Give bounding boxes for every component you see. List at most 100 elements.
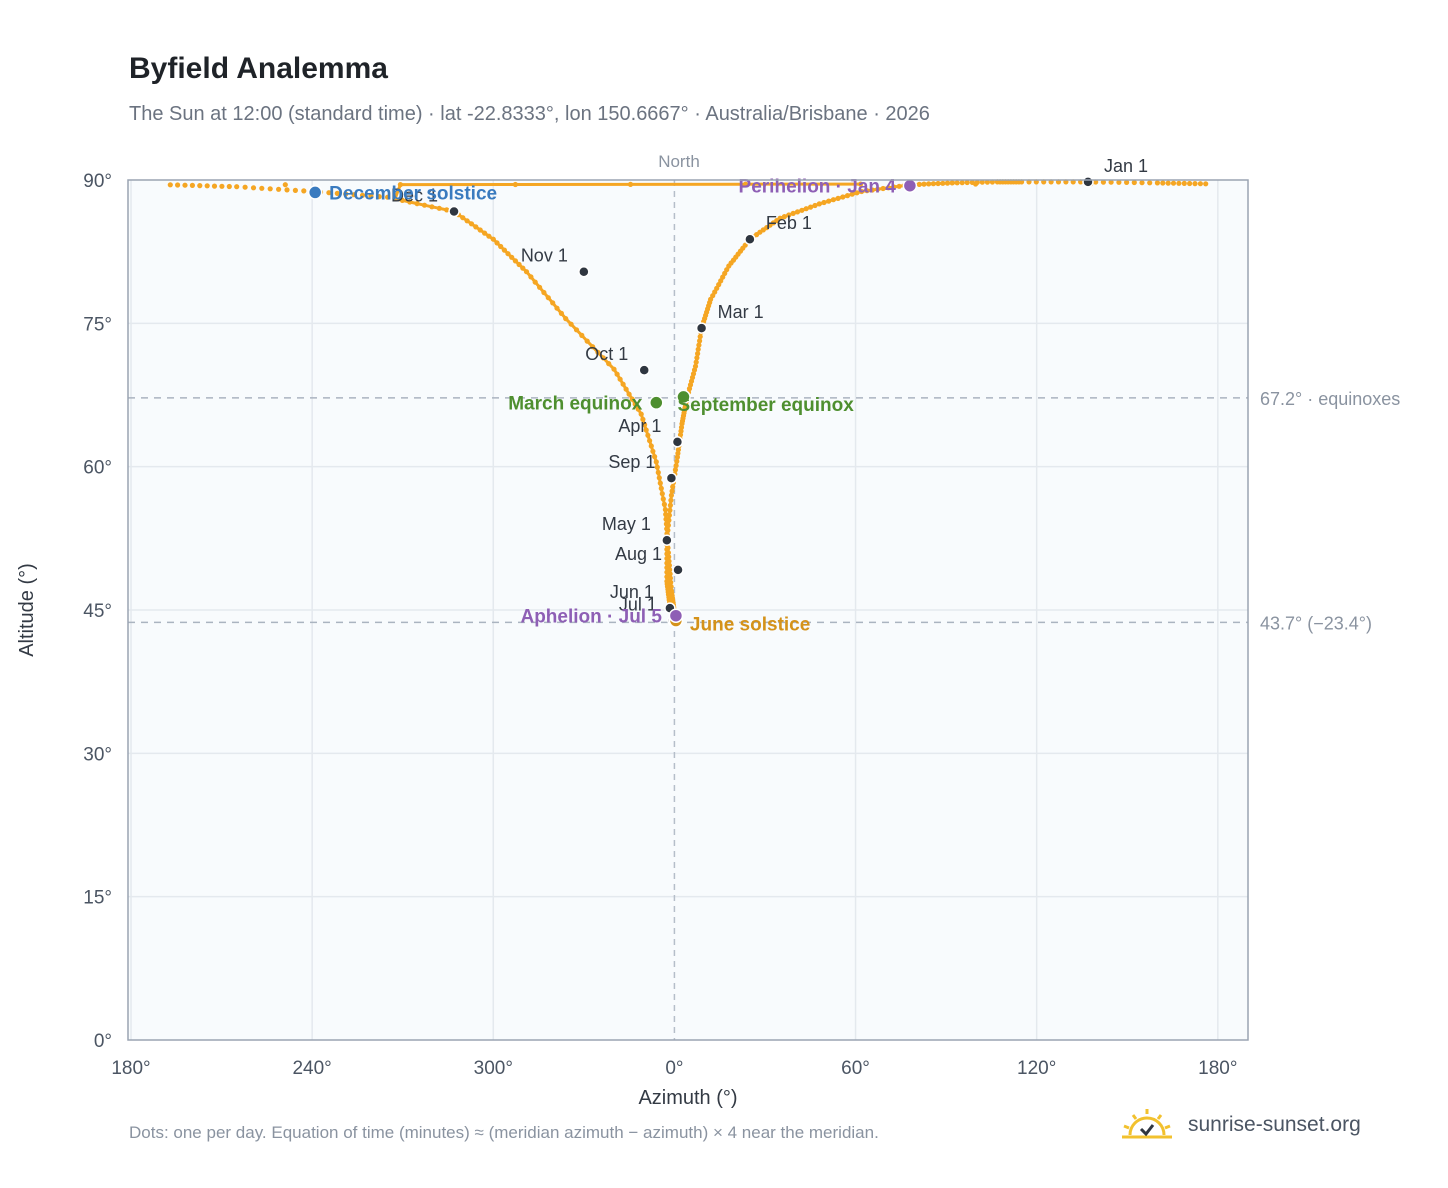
daily-sun-dot: [284, 187, 290, 193]
month-label: Dec 1: [391, 186, 438, 206]
grid-lines: [128, 180, 1248, 1040]
daily-sun-dot: [1187, 180, 1193, 187]
daily-sun-dot: [385, 194, 391, 200]
daily-sun-dot: [250, 185, 257, 191]
y-tick-label: 60°: [83, 458, 112, 479]
daily-sun-dot: [1160, 180, 1166, 186]
reference-label: 43.7° (−23.4°): [1260, 613, 1372, 633]
month-marker: [578, 265, 590, 278]
daily-sun-dot: [267, 186, 273, 192]
y-tick-label: 90°: [83, 171, 112, 192]
month-marker: [744, 233, 756, 245]
daily-sun-dot: [1192, 181, 1198, 187]
daily-sun-dot: [1154, 180, 1160, 186]
event-markers: December solstice June solstice March equi…: [307, 177, 918, 636]
daily-sun-dot: [969, 179, 975, 185]
month-label: Jun 1: [610, 582, 654, 602]
daily-sun-dot: [368, 193, 374, 199]
x-tick-label: 120°: [1017, 1058, 1056, 1079]
month-marker: [1082, 176, 1094, 188]
daily-sun-dot: [292, 187, 298, 193]
chart-title: Byfield Analemma: [129, 52, 388, 85]
daily-sun-dot: [959, 180, 965, 186]
y-tick-label: 75°: [83, 314, 112, 335]
month-marker: [638, 364, 650, 376]
event-label: March equinox: [508, 394, 643, 415]
daily-sun-dot: [1124, 179, 1130, 185]
daily-sun-dot: [979, 179, 985, 185]
north-label: North: [658, 152, 700, 171]
event-label: December solstice: [329, 183, 497, 204]
y-tick-label: 15°: [83, 888, 112, 909]
month-marker: [671, 436, 684, 448]
y-tick-label: 30°: [83, 744, 112, 765]
event-label: Perihelion · Jan 4: [739, 177, 897, 198]
daily-sun-dot: [197, 183, 203, 189]
month-label: Feb 1: [766, 213, 812, 233]
x-tick-label: 180°: [1198, 1058, 1237, 1079]
sun-logo-icon: [1122, 1109, 1172, 1139]
month-marker: [448, 205, 460, 218]
month-marker: [695, 322, 708, 334]
event-label: September equinox: [677, 395, 854, 416]
daily-sun-dot: [343, 191, 349, 197]
daily-sun-dot: [1181, 180, 1187, 186]
brand-logo[interactable]: sunrise-sunset.org: [1120, 1100, 1361, 1150]
y-tick-label: 45°: [83, 601, 112, 622]
daily-sun-dot: [1147, 180, 1153, 186]
daily-sun-dot: [242, 184, 248, 190]
month-marker: [672, 564, 684, 576]
reference-label: 67.2° · equinoxes: [1260, 389, 1400, 409]
daily-sun-dot: [1100, 179, 1106, 185]
brand-name: sunrise-sunset.org: [1188, 1113, 1361, 1136]
event-label: June solstice: [690, 615, 810, 636]
daily-sun-dot: [259, 185, 265, 191]
daily-sun-dot: [234, 184, 240, 190]
month-label: Aug 1: [615, 544, 662, 564]
daily-sun-dot: [359, 192, 366, 198]
y-axis-label: Altitude (°): [16, 563, 38, 657]
y-axis-ticks: 0° 15° 30° 45° 60° 75° 90°: [83, 171, 112, 1052]
x-tick-label: 300°: [474, 1058, 513, 1079]
month-label: May 1: [602, 514, 651, 534]
x-tick-label: 240°: [292, 1058, 331, 1079]
reference-lines: 67.2° · equinoxes 43.7° (−23.4°): [128, 389, 1400, 633]
month-label: Jul 1: [619, 595, 657, 615]
month-label: Nov 1: [521, 246, 568, 266]
daily-sun-dot: [204, 183, 210, 189]
month-label: Apr 1: [618, 416, 661, 436]
daily-sun-dot: [351, 192, 357, 198]
month-marker: [665, 472, 678, 484]
month-label: Sep 1: [608, 452, 655, 472]
daily-sun-dot: [334, 190, 340, 196]
month-label: Jan 1: [1104, 156, 1148, 176]
daily-sun-dot: [1197, 181, 1203, 187]
plot-frame: [127, 179, 1249, 1041]
y-tick-label: 0°: [94, 1031, 112, 1052]
daily-sun-dot: [1165, 180, 1171, 186]
chart-subtitle: The Sun at 12:00 (standard time) · lat -…: [129, 103, 930, 125]
daily-sun-dot: [1116, 179, 1122, 185]
daily-sun-dot: [376, 194, 382, 200]
daily-sun-dot: [1170, 180, 1177, 186]
x-axis-ticks: 180° 240° 300° 0° 60° 120° 180°: [111, 1058, 1237, 1079]
month-label: Oct 1: [585, 344, 628, 364]
daily-sun-dot: [326, 190, 332, 196]
daily-sun-dot: [167, 182, 173, 188]
daily-sun-dot: [301, 188, 307, 194]
x-tick-label: 60°: [841, 1058, 870, 1079]
month-marker: [661, 534, 673, 546]
daily-sun-dot: [282, 182, 288, 188]
event-marker: [307, 185, 323, 200]
daily-sun-dot: [211, 183, 218, 189]
daily-sun-dot: [1203, 181, 1209, 187]
daily-sun-dot: [1139, 180, 1145, 186]
month-label: Mar 1: [718, 302, 764, 322]
event-marker: [668, 608, 684, 623]
daily-sun-dot: [276, 186, 282, 192]
event-marker: [649, 395, 664, 410]
daily-sun-dot: [974, 179, 980, 185]
daily-sun-dot: [189, 182, 195, 188]
